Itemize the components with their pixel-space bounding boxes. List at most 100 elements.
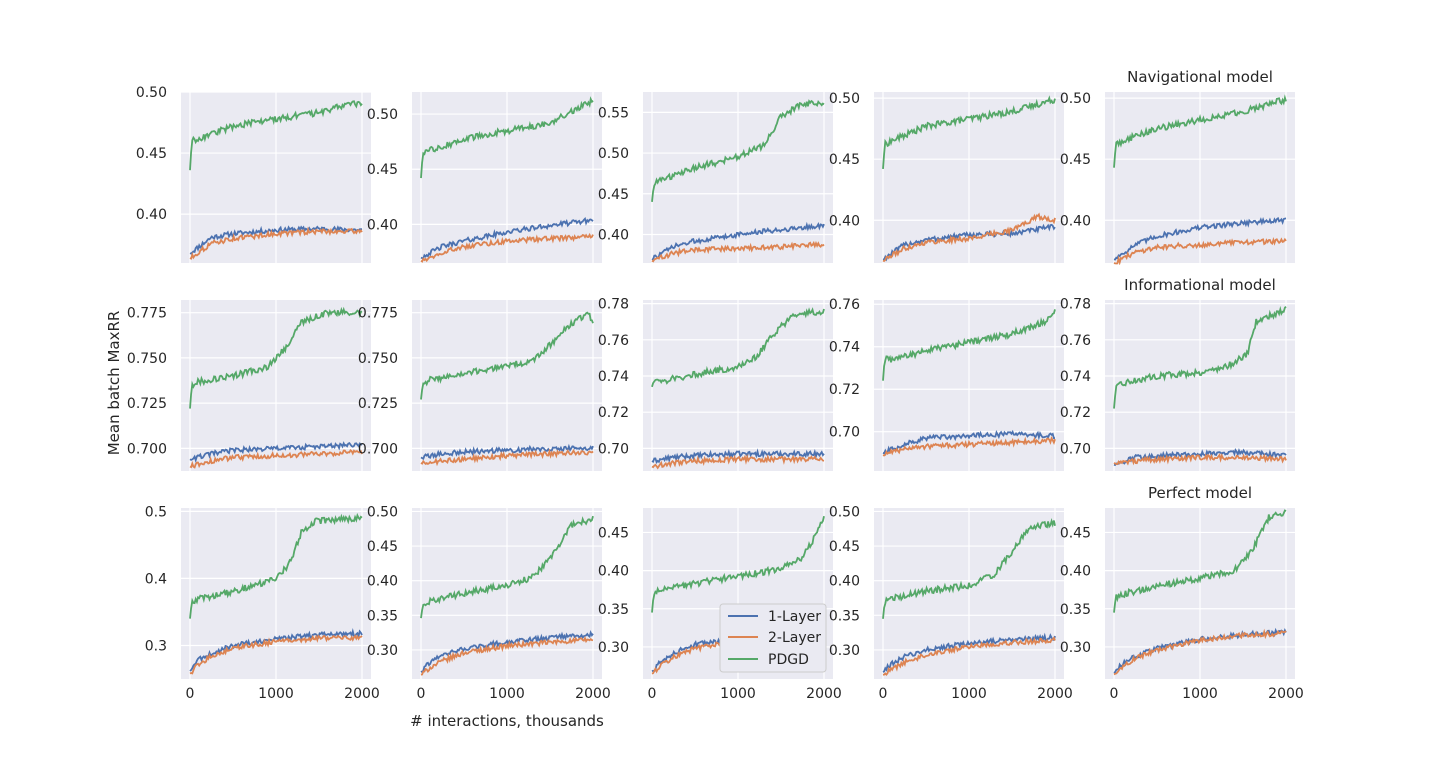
y-tick-label: 0.45 — [367, 539, 398, 555]
series-line-1-layer — [651, 448, 825, 465]
legend-label-pdgd: PDGD — [768, 652, 809, 668]
subplot-r0-c1: 0.40 0.45 0.50 — [367, 92, 602, 263]
y-tick-label: 0.45 — [598, 525, 629, 541]
y-tick-label: 0.50 — [829, 504, 860, 520]
series-line-2-layer — [882, 636, 1056, 676]
x-tick-label: 1000 — [258, 686, 294, 702]
legend-label-2-layer: 2-Layer — [768, 630, 821, 646]
y-tick-label: 0.40 — [1060, 213, 1091, 229]
y-tick-label: 0.76 — [598, 333, 629, 349]
series-line-pdgd — [882, 95, 1056, 169]
series-line-2-layer — [651, 240, 825, 263]
y-tick-label: 0.40 — [598, 564, 629, 580]
subplot-r1-c0: 0.700 0.725 0.750 0.775 — [127, 300, 371, 471]
series-line-1-layer — [189, 441, 363, 464]
subplot-r2-c4: 0 1000 2000 0.30 0.35 0.40 0.45 Perfect model — [1060, 484, 1304, 702]
y-tick-label: 0.78 — [1060, 297, 1091, 313]
y-tick-label: 0.3 — [145, 638, 167, 654]
y-tick-label: 0.55 — [598, 105, 629, 121]
y-tick-label: 0.45 — [1060, 152, 1091, 168]
y-tick-label: 0.700 — [358, 441, 398, 457]
series-line-pdgd — [420, 515, 594, 619]
y-tick-label: 0.50 — [598, 146, 629, 162]
series-line-2-layer — [1113, 237, 1287, 265]
y-axis-label: Mean batch MaxRR — [105, 311, 123, 456]
series-line-pdgd — [1113, 509, 1287, 613]
series-line-pdgd — [420, 96, 594, 179]
series-line-1-layer — [651, 221, 825, 261]
y-tick-label: 0.40 — [829, 574, 860, 590]
legend: 1-Layer 2-Layer PDGD — [719, 603, 827, 673]
y-tick-label: 0.40 — [136, 207, 167, 223]
y-tick-label: 0.40 — [598, 228, 629, 244]
series-line-2-layer — [420, 448, 594, 467]
series-line-1-layer — [420, 216, 594, 260]
y-tick-label: 0.35 — [367, 608, 398, 624]
series-line-pdgd — [651, 515, 825, 613]
y-tick-label: 0.72 — [1060, 405, 1091, 421]
series-line-pdgd — [1113, 94, 1287, 168]
x-tick-label: 1000 — [951, 686, 987, 702]
y-tick-label: 0.70 — [829, 425, 860, 441]
y-tick-label: 0.74 — [829, 340, 860, 356]
x-axis-label: # interactions, thousands — [410, 712, 604, 730]
y-tick-label: 0.40 — [367, 574, 398, 590]
series-line-2-layer — [189, 226, 363, 260]
series-line-1-layer — [420, 443, 594, 460]
subplot-r1-c4: 0.70 0.72 0.74 0.76 0.78 Informational model — [1060, 276, 1295, 471]
subplot-r1-c3: 0.70 0.72 0.74 0.76 — [829, 297, 1064, 471]
y-tick-label: 0.725 — [358, 396, 398, 412]
series-line-2-layer — [189, 634, 363, 675]
subplot-title: Navigational model — [1127, 68, 1273, 86]
y-tick-label: 0.40 — [1060, 564, 1091, 580]
subplot-r2-c1: 0 1000 2000 0.30 0.35 0.40 0.45 0.50 — [367, 504, 611, 702]
y-tick-label: 0.72 — [598, 405, 629, 421]
y-tick-label: 0.30 — [367, 643, 398, 659]
y-tick-label: 0.750 — [358, 351, 398, 367]
y-tick-label: 0.35 — [829, 608, 860, 624]
y-tick-label: 0.72 — [829, 382, 860, 398]
x-tick-label: 2000 — [1268, 686, 1304, 702]
legend-box — [719, 603, 827, 673]
subplot-r1-c1: 0.700 0.725 0.750 0.775 — [358, 300, 602, 471]
x-tick-label: 0 — [879, 686, 888, 702]
y-tick-label: 0.775 — [358, 306, 398, 322]
y-tick-label: 0.78 — [598, 297, 629, 313]
y-tick-label: 0.50 — [136, 85, 167, 101]
series-line-2-layer — [189, 448, 363, 469]
x-tick-label: 2000 — [806, 686, 842, 702]
x-tick-label: 2000 — [1037, 686, 1073, 702]
subplot-r0-c3: 0.40 0.45 0.50 — [829, 91, 1064, 263]
series-line-1-layer — [189, 225, 363, 255]
series-line-pdgd — [189, 512, 363, 619]
y-tick-label: 0.70 — [1060, 441, 1091, 457]
subplot-r1-c2: 0.70 0.72 0.74 0.76 0.78 — [598, 297, 833, 471]
subplot-grid: 0.40 0.45 0.50 0.40 0.45 0.50 0.40 0.45 0.50 0.55… — [127, 68, 1304, 702]
y-tick-label: 0.76 — [1060, 333, 1091, 349]
y-tick-label: 0.45 — [829, 152, 860, 168]
legend-label-1-layer: 1-Layer — [768, 609, 821, 625]
subplot-r0-c0: 0.40 0.45 0.50 — [136, 85, 371, 263]
series-line-pdgd — [420, 311, 594, 400]
subplot-r0-c4: 0.40 0.45 0.50 Navigational model — [1060, 68, 1295, 265]
y-tick-label: 0.70 — [598, 441, 629, 457]
y-tick-label: 0.700 — [127, 441, 167, 457]
y-tick-label: 0.40 — [829, 213, 860, 229]
series-line-1-layer — [420, 629, 594, 673]
y-tick-label: 0.725 — [127, 396, 167, 412]
series-line-1-layer — [1113, 216, 1287, 261]
x-tick-label: 0 — [186, 686, 195, 702]
series-line-pdgd — [882, 518, 1056, 619]
series-line-pdgd — [651, 99, 825, 202]
y-tick-label: 0.45 — [136, 146, 167, 162]
subplot-r2-c0: 0 1000 2000 0.3 0.4 0.5 — [145, 504, 380, 702]
subplot-title: Perfect model — [1148, 484, 1252, 502]
y-tick-label: 0.50 — [367, 504, 398, 520]
x-tick-label: 2000 — [575, 686, 611, 702]
y-tick-label: 0.74 — [598, 369, 629, 385]
series-line-2-layer — [882, 212, 1056, 263]
series-line-pdgd — [189, 306, 363, 409]
y-tick-label: 0.50 — [367, 107, 398, 123]
x-tick-label: 0 — [1110, 686, 1119, 702]
